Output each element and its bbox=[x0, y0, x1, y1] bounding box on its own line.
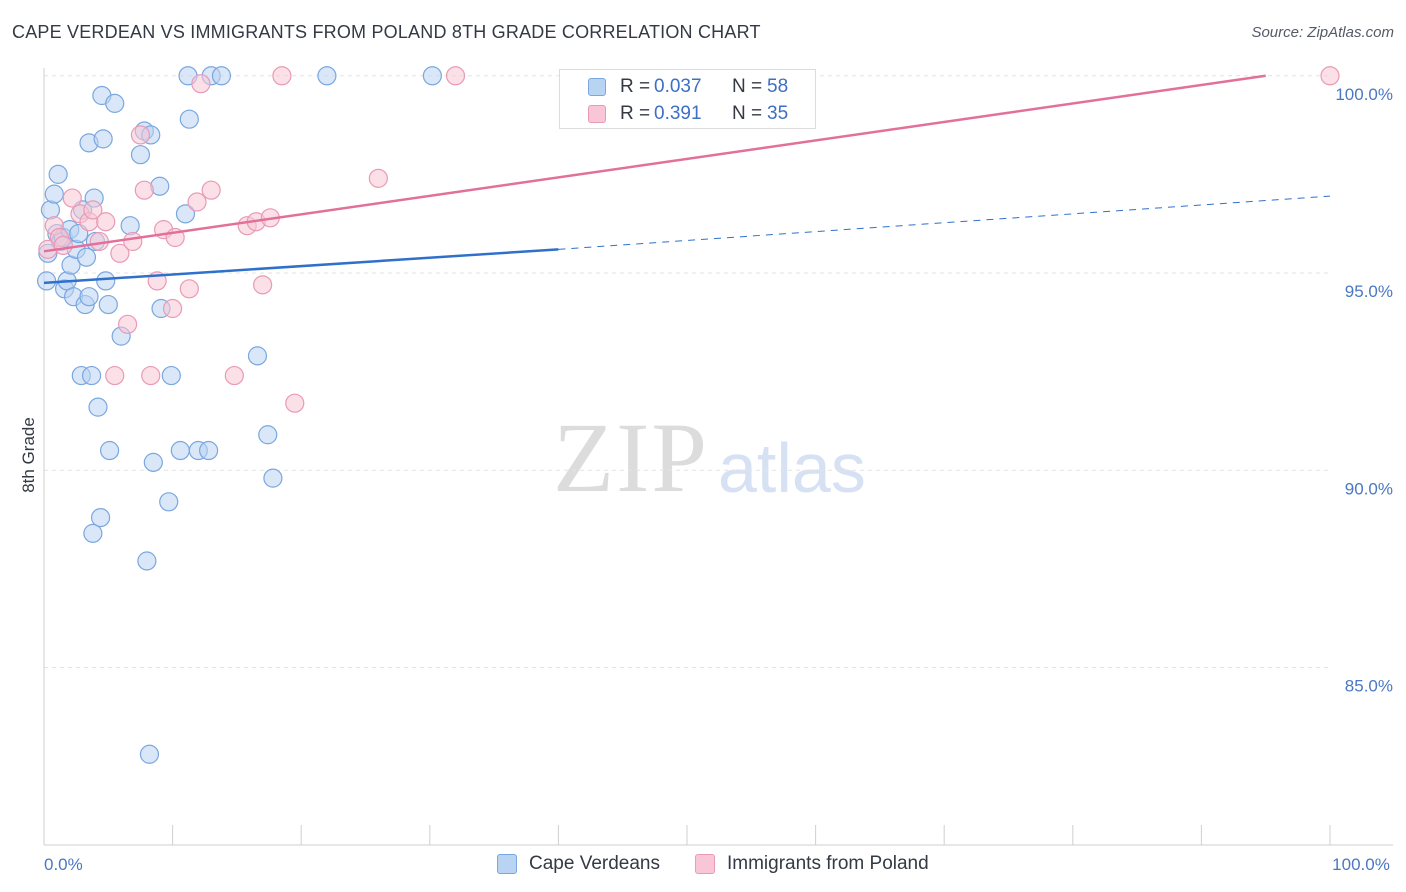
legend-row-cape-verdeans: R = 0.037 N = 58 bbox=[560, 74, 817, 102]
cape-verdean-point bbox=[159, 492, 179, 512]
y-tick-label: 90.0% bbox=[1345, 479, 1393, 498]
correlation-legend: R = 0.037 N = 58 R = 0.391 N = 35 bbox=[559, 69, 816, 129]
cape-verdean-point bbox=[211, 66, 232, 86]
cape-verdean-point bbox=[199, 440, 219, 461]
trend-layer bbox=[43, 74, 1331, 285]
poland-point bbox=[445, 66, 466, 86]
cape-verdean-point bbox=[170, 440, 190, 461]
series-legend: Cape Verdeans Immigrants from Poland bbox=[0, 852, 1406, 878]
y-axis-label: 8th Grade bbox=[19, 417, 38, 493]
series-swatch-blue bbox=[497, 854, 517, 874]
cape-verdean-point bbox=[105, 93, 125, 113]
poland-point bbox=[96, 212, 116, 232]
chart-title: CAPE VERDEAN VS IMMIGRANTS FROM POLAND 8… bbox=[12, 22, 761, 42]
cape-verdean-point bbox=[48, 164, 68, 184]
legend-n-value: 58 bbox=[767, 76, 789, 97]
y-tick-label: 95.0% bbox=[1345, 282, 1393, 301]
cape-verdean-point bbox=[83, 523, 103, 543]
legend-swatch-blue bbox=[588, 78, 606, 96]
cape-verdean-point bbox=[247, 346, 268, 366]
poland-point bbox=[224, 365, 244, 386]
x-tick-label: 100.0% bbox=[1332, 855, 1390, 874]
legend-n-label: N = bbox=[732, 103, 763, 124]
cape-verdean-point bbox=[93, 129, 113, 149]
legend-r-label: R = bbox=[620, 76, 651, 97]
cape-verdean-point bbox=[137, 551, 157, 571]
poland-point bbox=[1320, 66, 1340, 86]
cape-verdean-point bbox=[99, 440, 120, 461]
poland-point bbox=[83, 200, 103, 220]
poland-point bbox=[105, 365, 125, 386]
source-label: Source: ZipAtlas.com bbox=[1251, 24, 1394, 41]
legend-r-value: 0.391 bbox=[654, 103, 702, 124]
legend-r-value: 0.037 bbox=[654, 76, 702, 97]
poland-point bbox=[368, 168, 388, 188]
cape-verdean-point bbox=[76, 247, 97, 267]
legend-row-immigrants-poland: R = 0.391 N = 35 bbox=[560, 101, 817, 129]
cape-verdean-point bbox=[263, 468, 283, 488]
cape-verdean-point bbox=[40, 200, 61, 220]
cape-verdean-point bbox=[317, 66, 337, 86]
poland-point bbox=[117, 314, 138, 334]
series-label-immigrants-poland: Immigrants from Poland bbox=[727, 853, 929, 874]
cape-verdean-point bbox=[175, 204, 196, 224]
watermark-zip: ZIP bbox=[553, 402, 709, 513]
poland-point bbox=[285, 393, 305, 413]
legend-r-label: R = bbox=[620, 103, 651, 124]
poland-point bbox=[123, 231, 143, 252]
poland-point bbox=[141, 365, 161, 386]
cape-verdean-point bbox=[81, 365, 102, 386]
y-tick-label: 85.0% bbox=[1345, 676, 1393, 695]
cape-verdean-point bbox=[36, 271, 57, 291]
poland-point bbox=[62, 188, 82, 208]
cape-verdean-point bbox=[179, 109, 199, 129]
poland-point bbox=[130, 125, 151, 145]
poland-point bbox=[201, 180, 221, 200]
cape-verdean-trend-extension bbox=[558, 195, 1331, 250]
cape-verdean-point bbox=[44, 184, 64, 204]
cape-verdean-point bbox=[161, 365, 181, 386]
points-layer bbox=[36, 66, 1340, 764]
cape-verdean-point bbox=[120, 216, 140, 236]
poland-point bbox=[53, 235, 73, 256]
poland-point bbox=[134, 180, 154, 200]
cape-verdean-point bbox=[130, 145, 151, 165]
poland-trend-line bbox=[43, 74, 1266, 253]
poland-point bbox=[179, 279, 199, 299]
cape-verdean-point bbox=[422, 66, 442, 86]
legend-n-value: 35 bbox=[767, 103, 789, 124]
cape-verdean-point bbox=[258, 425, 278, 445]
label-layer: 100.0% 95.0% 90.0% 85.0% 0.0% 100.0% 8th Grade bbox=[19, 85, 1393, 874]
cape-verdean-point bbox=[96, 271, 116, 291]
poland-point bbox=[253, 275, 273, 295]
poland-point bbox=[163, 298, 183, 319]
legend-swatch-pink bbox=[588, 105, 606, 123]
cape-verdean-point bbox=[88, 397, 108, 417]
cape-verdean-point bbox=[79, 287, 99, 307]
y-tick-label: 100.0% bbox=[1335, 85, 1393, 104]
poland-point bbox=[110, 243, 130, 263]
poland-point bbox=[191, 74, 211, 94]
series-swatch-pink bbox=[695, 854, 715, 874]
series-label-cape-verdeans: Cape Verdeans bbox=[529, 853, 660, 874]
poland-point bbox=[272, 66, 292, 86]
cape-verdean-point bbox=[90, 507, 111, 528]
watermark-atlas: atlas bbox=[718, 429, 866, 507]
cape-verdean-point bbox=[98, 294, 118, 315]
x-tick-label: 0.0% bbox=[44, 855, 83, 874]
cape-verdean-point bbox=[143, 452, 163, 472]
cape-verdean-point bbox=[139, 744, 160, 764]
poland-point bbox=[187, 192, 207, 212]
cape-verdean-trend-line bbox=[43, 248, 559, 285]
legend-n-label: N = bbox=[732, 76, 763, 97]
axis-layer bbox=[43, 68, 1393, 846]
